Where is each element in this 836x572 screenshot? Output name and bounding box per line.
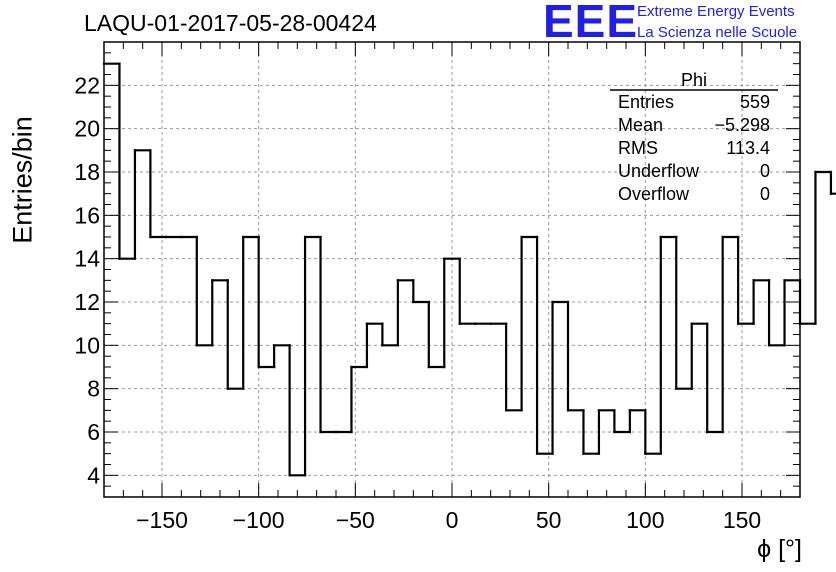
y-tick-label: 16 bbox=[74, 202, 100, 228]
y-tick-label: 6 bbox=[87, 419, 100, 445]
stats-row-label: RMS bbox=[618, 138, 658, 158]
stats-row-label: Underflow bbox=[618, 161, 700, 181]
stats-row-label: Overflow bbox=[618, 184, 690, 204]
y-tick-label: 14 bbox=[74, 246, 100, 272]
stats-row-value: 0 bbox=[759, 161, 770, 181]
stats-row-value: 113.4 bbox=[726, 138, 770, 158]
grid-lines bbox=[104, 42, 800, 497]
x-tick-label: −50 bbox=[336, 507, 375, 533]
eee-logo: EEE bbox=[543, 0, 639, 47]
y-tick-label: 22 bbox=[74, 72, 100, 98]
y-tick-label: 20 bbox=[74, 116, 100, 142]
stats-row-value: 559 bbox=[739, 92, 770, 112]
x-axis-label: ϕ [°] bbox=[757, 535, 802, 563]
stats-row-label: Entries bbox=[618, 92, 675, 112]
y-tick-label: 12 bbox=[74, 289, 100, 315]
plot-border bbox=[103, 41, 801, 498]
histogram-series bbox=[102, 62, 836, 477]
x-tick-label: 100 bbox=[626, 507, 664, 533]
y-tick-label: 10 bbox=[74, 332, 100, 358]
x-tick-label: −100 bbox=[233, 507, 285, 533]
y-tick-label: 18 bbox=[74, 159, 100, 185]
stats-box-title: Phi bbox=[681, 70, 708, 90]
x-tick-label: −150 bbox=[136, 507, 188, 533]
plot-frame bbox=[103, 41, 801, 498]
stats-row-value: 0 bbox=[759, 184, 770, 204]
y-tick-label: 4 bbox=[87, 462, 100, 488]
axis-ticks bbox=[104, 41, 801, 497]
stats-row-label: Mean bbox=[618, 115, 664, 135]
logo-line-2: La Scienza nelle Scuole bbox=[637, 24, 798, 41]
x-tick-label: 150 bbox=[723, 507, 761, 533]
y-tick-label: 8 bbox=[87, 376, 100, 402]
x-tick-label: 50 bbox=[536, 507, 562, 533]
tick-labels: −150 −100 −50 0 50 100 150 4 6 8 10 12 14 16 18 20 22 bbox=[74, 72, 761, 533]
chart-title: LAQU-01-2017-05-28-00424 bbox=[84, 10, 377, 36]
x-tick-label: 0 bbox=[446, 507, 459, 533]
logo-line-1: Extreme Energy Events bbox=[637, 3, 795, 20]
stats-row-value: −5.298 bbox=[714, 115, 770, 135]
